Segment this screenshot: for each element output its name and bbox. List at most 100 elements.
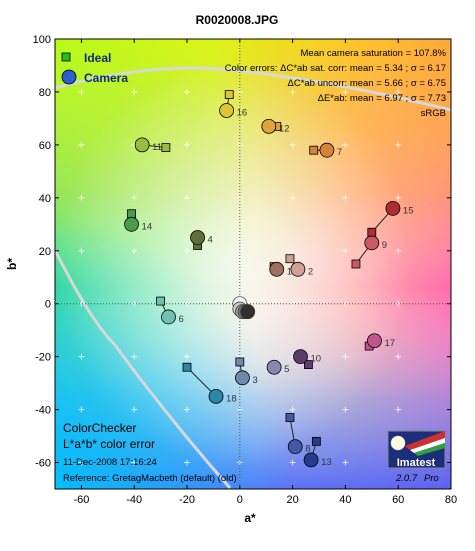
ideal-marker (161, 143, 171, 152)
grid-mark (184, 247, 190, 254)
patch-4: 4 (190, 230, 213, 250)
camera-marker (208, 388, 224, 404)
patch-12: 12 (261, 118, 289, 134)
grid-mark (131, 353, 138, 360)
patch-label: 15 (403, 205, 414, 216)
y-tick-label: -60 (35, 458, 51, 470)
camera-marker (161, 309, 176, 325)
grid-mark (289, 88, 296, 95)
grid-mark (342, 459, 349, 466)
camera-marker (219, 103, 235, 118)
neutral-marker (240, 304, 256, 319)
camera-marker (303, 452, 319, 468)
patch-label: 4 (208, 235, 213, 246)
grid-mark (131, 459, 138, 466)
patch-2: 2 (285, 254, 313, 277)
ideal-marker (224, 90, 234, 99)
grid-mark (184, 88, 190, 95)
ideal-marker (309, 145, 319, 155)
grid-mark (395, 247, 402, 254)
y-tick-label: -40 (35, 405, 51, 417)
camera-marker (385, 201, 401, 216)
ideal-marker (127, 209, 136, 219)
grid-mark (342, 247, 349, 254)
grid-mark (184, 141, 190, 148)
patch-label: 16 (237, 107, 248, 118)
chart-title: R0020008.JPG (196, 13, 279, 27)
grid-mark (395, 406, 402, 413)
patch-label: 13 (321, 457, 332, 468)
grid-mark (78, 194, 85, 201)
gamut-boundary-top (55, 66, 451, 112)
patch-1: 1 (269, 261, 292, 277)
patch-5: 5 (266, 359, 289, 375)
legend: Ideal Camera (61, 51, 128, 85)
footer-block: ColorChecker L*a*b* color error 11-Dec-2… (63, 421, 237, 484)
camera-marker (124, 216, 139, 232)
patch-label: 3 (252, 375, 257, 386)
logo-sun-icon (390, 435, 406, 451)
x-tick-label: 60 (392, 494, 404, 506)
footer-error-type: L*a*b* color error (63, 437, 155, 451)
ideal-marker (182, 362, 192, 372)
legend-ideal-label: Ideal (84, 51, 111, 65)
patch-label: 6 (179, 314, 184, 325)
legend-camera-marker (61, 69, 77, 85)
x-tick-label: 0 (237, 494, 243, 506)
grid-mark (184, 406, 190, 413)
y-tick-label: -20 (35, 352, 51, 364)
plot-frame (54, 38, 452, 490)
grid-mark (184, 194, 190, 201)
patch-label: 14 (142, 221, 153, 232)
camera-marker (367, 333, 382, 349)
patch-3: 3 (235, 357, 258, 386)
patch-label: 5 (284, 364, 289, 375)
x-tick-label: -60 (73, 494, 89, 506)
camera-marker (134, 137, 150, 153)
patch-label: 2 (308, 266, 313, 277)
gamut-boundary-left (55, 249, 232, 489)
grid-mark (131, 247, 138, 254)
y-tick-label: 100 (33, 34, 51, 46)
info-delta-e: ΔE*ab: mean = 6.97 ; σ = 7.73 (318, 93, 446, 104)
grid-mark (342, 88, 349, 95)
x-tick-label: 20 (286, 494, 298, 506)
logo-name: Imatest (397, 457, 436, 469)
camera-marker (269, 261, 285, 277)
grid-mark (131, 406, 138, 413)
patch-label: 8 (305, 444, 310, 455)
info-block: Mean camera saturation = 107.8% Color er… (225, 48, 447, 119)
footer-timestamp: 11-Dec-2008 17:16:24 (63, 457, 157, 468)
y-tick-label: 40 (39, 193, 51, 205)
patch-17: 17 (364, 333, 395, 351)
y-tick-label: 80 (39, 87, 51, 99)
y-axis-label: b* (5, 258, 19, 270)
imatest-logo: Imatest 2.0.7 Pro (387, 430, 446, 484)
grid-mark (395, 141, 402, 148)
grid-mark (78, 406, 85, 413)
patch-11: 11 (134, 137, 171, 153)
plot-background (55, 39, 451, 489)
y-tick-label: 0 (45, 299, 51, 311)
info-sat-corr: Color errors: ΔC*ab sat. corr: mean = 5.… (225, 63, 446, 74)
ideal-marker (285, 254, 295, 264)
grid-mark (131, 88, 138, 95)
legend-ideal-marker (61, 52, 71, 62)
ideal-marker (285, 413, 295, 422)
grid-mark (184, 353, 190, 360)
patch-6: 6 (156, 296, 184, 325)
patch-18: 18 (182, 362, 237, 404)
patch-14: 14 (124, 209, 153, 232)
logo-version: 2.0.7 (395, 473, 418, 484)
x-tick-label: 40 (339, 494, 351, 506)
patch-label: 1 (287, 266, 292, 277)
y-tick-label: 60 (39, 140, 51, 152)
grid-mark (78, 88, 85, 95)
ideal-marker (351, 259, 361, 269)
grid-mark (395, 194, 402, 201)
camera-marker (266, 359, 282, 375)
patch-8: 8 (285, 413, 311, 455)
info-saturation: Mean camera saturation = 107.8% (301, 48, 447, 59)
patch-15: 15 (367, 201, 414, 237)
